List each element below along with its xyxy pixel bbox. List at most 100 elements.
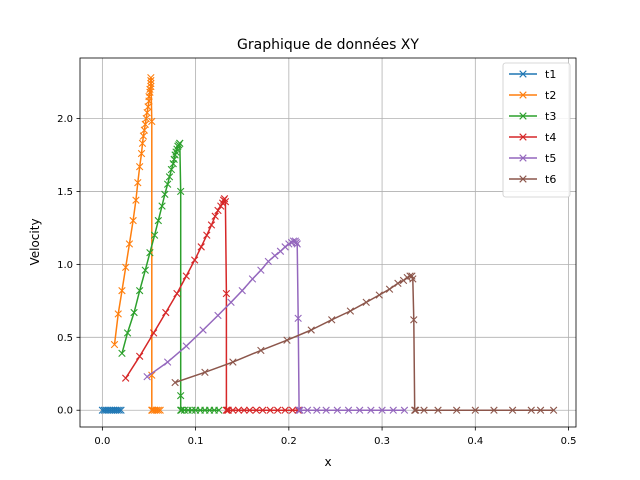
data-point-t5	[264, 257, 273, 266]
data-point-t4	[221, 197, 230, 206]
data-point-t5	[271, 251, 279, 260]
data-point-t4	[162, 308, 170, 317]
data-point-t5	[281, 243, 289, 251]
data-point-t5	[143, 372, 151, 381]
data-point-t5	[303, 406, 312, 414]
legend-label: t1	[545, 68, 556, 81]
data-point-t4	[259, 406, 267, 414]
series-t3	[118, 139, 223, 414]
data-point-t5	[322, 406, 330, 414]
data-point-t3	[167, 165, 176, 174]
data-point-t4	[135, 352, 144, 360]
data-point-t6	[527, 406, 535, 414]
legend-label: t5	[545, 152, 556, 165]
legend-label: t4	[545, 131, 556, 144]
data-point-t6	[394, 279, 402, 288]
data-point-t6	[307, 326, 315, 334]
data-point-t3	[150, 231, 159, 239]
data-point-t5	[248, 275, 257, 283]
data-point-t5	[344, 406, 353, 414]
data-point-t3	[146, 249, 154, 257]
x-tick-label: 0.0	[94, 436, 110, 447]
data-point-t6	[385, 285, 394, 293]
data-point-t6	[201, 368, 209, 376]
data-point-t4	[234, 406, 243, 414]
data-point-t5	[356, 406, 364, 414]
legend-marker	[519, 154, 527, 162]
data-point-t3	[135, 286, 144, 295]
data-point-t3	[177, 406, 186, 414]
data-point-t6	[411, 406, 420, 414]
y-tick-label: 2.0	[57, 114, 73, 125]
series-t1	[98, 406, 125, 414]
data-point-t4	[273, 406, 282, 414]
legend-marker	[519, 91, 527, 99]
data-point-t6	[549, 406, 558, 414]
data-point-t6	[411, 406, 419, 414]
legend-marker	[519, 133, 527, 141]
data-point-t5	[389, 406, 397, 414]
data-point-t6	[171, 378, 179, 387]
data-point-t5	[163, 358, 172, 366]
data-point-t6	[508, 406, 517, 414]
y-tick-label: 1.0	[57, 260, 73, 271]
x-tick-label: 0.1	[188, 436, 204, 447]
data-point-t2	[110, 340, 119, 349]
data-point-t5	[238, 286, 246, 295]
series-t4	[121, 195, 302, 414]
data-point-t2	[139, 132, 148, 140]
data-point-t6	[420, 406, 428, 414]
data-point-t6	[328, 316, 336, 324]
plot-series	[98, 74, 558, 414]
legend-box	[502, 62, 571, 198]
data-point-t2	[121, 263, 130, 271]
legend-marker	[519, 112, 527, 120]
data-point-t5	[227, 298, 235, 306]
data-point-t4	[121, 374, 130, 382]
data-point-t5	[214, 311, 222, 320]
series-line-t6	[174, 275, 554, 411]
chart-title: Graphique de données XY	[237, 37, 419, 53]
data-point-t6	[490, 406, 498, 414]
data-point-t4	[190, 256, 199, 264]
data-point-t3	[118, 349, 126, 358]
legend-label: t3	[545, 110, 556, 123]
data-point-t4	[222, 406, 231, 414]
data-point-t6	[536, 406, 545, 414]
data-point-t2	[135, 162, 144, 171]
data-point-t2	[147, 74, 155, 82]
data-point-t4	[245, 406, 254, 414]
data-point-t4	[203, 231, 211, 239]
legend-item-t2: t2	[509, 89, 556, 102]
data-point-t2	[148, 371, 156, 379]
data-point-t5	[257, 266, 265, 274]
data-point-t4	[288, 406, 297, 414]
legend-item-t3: t3	[509, 110, 556, 123]
data-point-t2	[132, 196, 140, 204]
data-point-t2	[147, 82, 155, 91]
legend-marker	[519, 175, 527, 183]
data-point-t3	[177, 187, 185, 196]
data-point-t4	[173, 289, 181, 298]
data-point-t6	[362, 298, 370, 306]
data-point-t4	[222, 289, 231, 298]
x-tick-label: 0.2	[281, 436, 297, 447]
data-point-t3	[165, 173, 174, 181]
x-axis-ticks: 0.0 0.1 0.2 0.3 0.4 0.5	[94, 427, 576, 447]
data-point-t2	[114, 310, 122, 318]
data-point-t3	[177, 391, 185, 400]
plot-frame	[79, 57, 577, 428]
x-axis-label: x	[324, 455, 331, 469]
y-tick-label: 0.0	[57, 406, 73, 417]
data-point-t4	[266, 406, 274, 414]
data-point-t2	[138, 139, 147, 148]
y-tick-label: 1.5	[57, 187, 73, 198]
data-point-t4	[207, 221, 216, 229]
data-point-t3	[158, 202, 166, 210]
data-point-t6	[471, 406, 479, 414]
data-point-t4	[182, 272, 190, 280]
data-point-t6	[229, 358, 237, 366]
data-point-t4	[229, 406, 237, 414]
data-point-t2	[125, 240, 134, 248]
data-point-t2	[147, 76, 155, 85]
